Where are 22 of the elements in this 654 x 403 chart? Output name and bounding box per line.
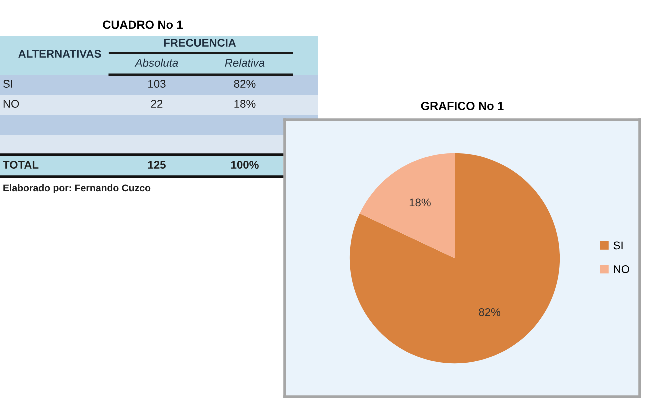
series-label: Relativa <box>225 58 265 67</box>
data-label: 18% <box>234 100 256 108</box>
data-label: 82% <box>234 80 256 88</box>
data-label: 22 <box>151 100 163 108</box>
series-label: Absoluta <box>134 58 178 67</box>
category-label: TOTAL <box>3 161 39 169</box>
legend-label: NO <box>614 266 630 274</box>
text: Elaborado por: Fernando Cuzco <box>4 184 151 194</box>
category-label: SI <box>4 80 12 88</box>
text: ALTERNATIVAS <box>18 50 102 58</box>
data-label: 82% <box>479 308 501 316</box>
data-label: 18% <box>410 198 431 207</box>
pie-slice <box>350 153 560 364</box>
data-label: 103 <box>148 80 166 88</box>
category-label: NO <box>4 100 20 108</box>
text: CUADRO No 1 <box>103 20 184 30</box>
data-label: 100% <box>231 161 259 169</box>
chart-title: GRAFICO No 1 <box>421 102 504 110</box>
data-label: 125 <box>148 161 166 169</box>
legend-label: SI <box>614 242 623 250</box>
legend-title: FRECUENCIA <box>164 39 236 47</box>
pie-slice <box>360 153 456 258</box>
